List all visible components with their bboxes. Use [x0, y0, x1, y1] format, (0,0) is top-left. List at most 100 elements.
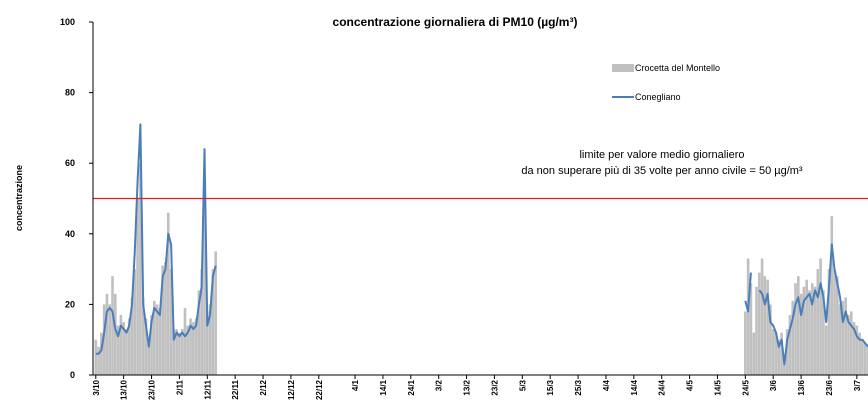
bar	[200, 269, 204, 375]
bar	[785, 329, 789, 375]
x-tick-label: 12/11	[203, 379, 212, 399]
x-tick-label: 2/12	[259, 379, 268, 395]
bar	[116, 325, 120, 375]
bar	[133, 269, 137, 375]
bar	[813, 286, 817, 375]
bar	[158, 307, 162, 375]
bar	[796, 276, 800, 375]
bar	[755, 286, 758, 375]
bar	[105, 293, 109, 375]
x-tick-label: 14/5	[713, 379, 722, 395]
x-tick-label: 13/6	[797, 379, 806, 395]
legend-label: Conegliano	[635, 92, 681, 102]
bar	[141, 297, 145, 375]
bar	[838, 304, 842, 375]
bar	[799, 293, 803, 375]
bar	[150, 314, 153, 375]
bar	[841, 300, 845, 375]
bar	[186, 325, 190, 375]
bar	[774, 332, 778, 375]
bar	[180, 329, 184, 375]
x-tick-label: 3/7	[853, 379, 862, 391]
x-tick-label: 13/2	[463, 379, 472, 395]
x-tick-label: 25/3	[574, 379, 583, 395]
x-tick-label: 24/1	[407, 379, 416, 395]
bar	[153, 300, 156, 375]
x-tick-label: 14/4	[630, 379, 639, 395]
bar	[189, 318, 192, 375]
bar	[777, 339, 781, 375]
bar	[827, 269, 831, 375]
x-tick-label: 23/2	[490, 379, 499, 395]
bar	[130, 297, 134, 375]
y-tick-label: 80	[65, 88, 75, 98]
line	[95, 123, 217, 355]
bar	[94, 339, 98, 375]
bar	[830, 216, 834, 375]
bar	[192, 322, 195, 375]
x-tick-label: 24/5	[741, 379, 750, 395]
bar	[100, 332, 103, 375]
bar	[749, 283, 753, 375]
bar	[763, 276, 767, 375]
bar	[794, 283, 797, 375]
bar	[752, 332, 756, 375]
bar	[194, 318, 198, 375]
bar	[852, 322, 856, 375]
bar	[780, 332, 783, 375]
bar	[855, 325, 859, 375]
x-tick-label: 2/11	[175, 379, 184, 395]
bar	[172, 329, 176, 375]
bar	[111, 276, 114, 375]
x-tick-label: 14/1	[379, 379, 388, 395]
y-axis-label: concentrazione	[14, 165, 24, 231]
bar	[819, 258, 822, 375]
bar	[824, 325, 828, 375]
bar	[744, 311, 747, 375]
bar	[757, 272, 761, 375]
x-tick-label: 3/10	[92, 379, 101, 395]
annotation: limite per valore medio giornaliero	[579, 149, 744, 161]
bar	[766, 279, 769, 375]
x-tick-label: 12/12	[287, 379, 296, 400]
bar	[108, 304, 112, 375]
bar	[136, 198, 139, 375]
bar	[205, 311, 209, 375]
bar	[178, 332, 181, 375]
bar	[844, 297, 848, 375]
bar	[166, 212, 170, 375]
bar	[863, 343, 867, 375]
x-tick-label: 3/6	[769, 379, 778, 391]
bar	[783, 357, 786, 375]
bar	[858, 332, 861, 375]
x-tick-label: 24/4	[658, 379, 667, 395]
x-tick-label: 23/10	[148, 379, 157, 400]
x-tick-label: 22/11	[231, 379, 240, 399]
bar	[164, 262, 167, 375]
x-tick-label: 5/3	[518, 379, 527, 391]
bar	[183, 307, 187, 375]
annotation: da non superare più di 35 volte per anno…	[521, 165, 803, 177]
y-tick-label: 100	[60, 17, 75, 27]
bar	[144, 318, 148, 375]
bar	[808, 290, 811, 375]
x-tick-label: 4/1	[351, 379, 360, 391]
line	[744, 272, 752, 313]
bar	[771, 329, 775, 375]
bar	[197, 290, 201, 375]
line	[758, 243, 868, 366]
x-tick-label: 23/6	[825, 379, 834, 395]
bar	[833, 269, 836, 375]
x-tick-label: 15/3	[546, 379, 555, 395]
x-tick-label: 4/5	[686, 379, 695, 391]
bar	[102, 304, 106, 375]
x-tick-label: 13/10	[120, 379, 129, 400]
bar	[139, 163, 142, 375]
bar	[769, 304, 772, 375]
y-tick-label: 0	[70, 370, 75, 380]
bar	[836, 276, 839, 375]
bar	[214, 251, 217, 375]
bar	[125, 329, 128, 375]
legend-swatch	[612, 64, 634, 72]
legend-label: Crocetta del Montello	[635, 63, 720, 73]
